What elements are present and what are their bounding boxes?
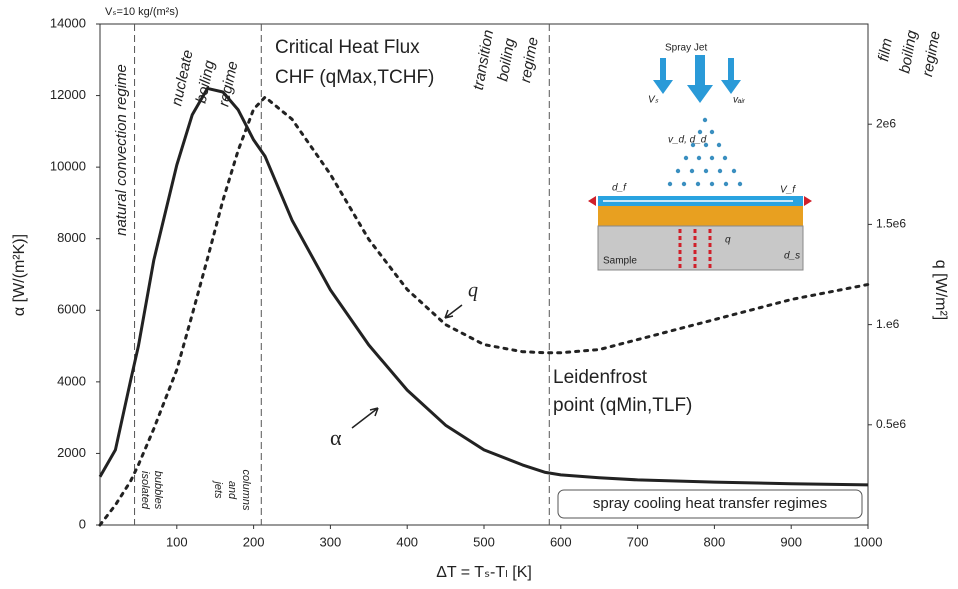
inset-label: vₐᵢᵣ xyxy=(733,95,746,106)
annotation: film xyxy=(875,37,896,63)
annotation: transition xyxy=(470,28,497,91)
annotation: natural convection regime xyxy=(113,64,130,236)
sample-block xyxy=(597,225,804,271)
caption-box xyxy=(557,489,863,519)
x-tick-label: 800 xyxy=(704,534,726,549)
x-tick-label: 400 xyxy=(396,534,418,549)
x-tick-label: 900 xyxy=(780,534,802,549)
inset-title: Spray Jet xyxy=(665,43,707,54)
y2-tick-label: 0.5e6 xyxy=(876,417,906,431)
y-tick-label: 10000 xyxy=(50,159,86,174)
annotation: Critical Heat Flux xyxy=(275,37,420,58)
x-tick-label: 100 xyxy=(166,534,188,549)
annotation: jets xyxy=(212,479,224,499)
droplets xyxy=(667,117,743,187)
x-tick-label: 1000 xyxy=(854,534,883,549)
annotation: boiling xyxy=(896,28,920,74)
inset-label: d_f xyxy=(612,183,627,194)
jet-arrow xyxy=(653,58,673,94)
y2-tick-label: 1.e6 xyxy=(876,317,900,331)
annotation: point (qMin,TLF) xyxy=(553,395,692,416)
y-tick-label: 12000 xyxy=(50,87,86,102)
series-label: α xyxy=(330,425,342,450)
y-tick-label: 8000 xyxy=(57,230,86,245)
y-tick-label: 2000 xyxy=(57,445,86,460)
y2-axis-label: q [W/m²] xyxy=(932,260,949,320)
x-tick-label: 700 xyxy=(627,534,649,549)
inset-label: q xyxy=(725,235,731,246)
annotation: bubbles xyxy=(152,471,164,510)
annotation: Leidenfrost xyxy=(553,367,648,388)
y-tick-label: 14000 xyxy=(50,15,86,30)
vapor-layer xyxy=(598,206,803,226)
x-tick-label: 600 xyxy=(550,534,572,549)
inset-sample: Sample xyxy=(603,256,637,267)
annotation: regime xyxy=(919,30,944,78)
y-tick-label: 0 xyxy=(79,516,86,531)
pointer-arrow xyxy=(351,407,379,429)
pointer-arrow xyxy=(444,304,463,319)
annotation: regime xyxy=(517,36,542,84)
annotation: isolated xyxy=(139,471,151,510)
annotation: boiling xyxy=(494,36,518,82)
inset-diagram: Spray Jet Sample xyxy=(588,43,812,271)
inset-label: d_s xyxy=(784,251,800,262)
series-line xyxy=(98,95,870,527)
jet-arrow xyxy=(721,58,741,94)
y2-tick-label: 2e6 xyxy=(876,116,896,130)
annotation: regime xyxy=(215,60,241,108)
y2-tick-label: 1.5e6 xyxy=(876,217,906,231)
annotation: columns xyxy=(240,470,252,511)
jet-arrow xyxy=(687,55,713,103)
annotation: CHF (qMax,TCHF) xyxy=(275,67,434,88)
series-label: q xyxy=(468,280,478,302)
annotation: Vₛ=10 kg/(m²s) xyxy=(105,6,178,18)
series-line xyxy=(98,86,869,487)
annotation: boiling xyxy=(193,58,219,105)
inset-label: Vₛ xyxy=(648,95,659,106)
inset-label: V_f xyxy=(780,185,796,196)
y-tick-label: 4000 xyxy=(57,373,86,388)
y-tick-label: 6000 xyxy=(57,302,86,317)
x-axis-label: ΔT = Tₛ-Tₗ [K] xyxy=(436,564,532,581)
x-tick-label: 500 xyxy=(473,534,495,549)
inset-label: v_d, d_d xyxy=(668,135,707,146)
annotation: spray cooling heat transfer regimes xyxy=(593,495,827,512)
x-tick-label: 200 xyxy=(243,534,265,549)
annotation: and xyxy=(226,481,238,500)
x-tick-label: 300 xyxy=(320,534,342,549)
y-axis-label: α [W/(m²K)] xyxy=(11,234,28,316)
